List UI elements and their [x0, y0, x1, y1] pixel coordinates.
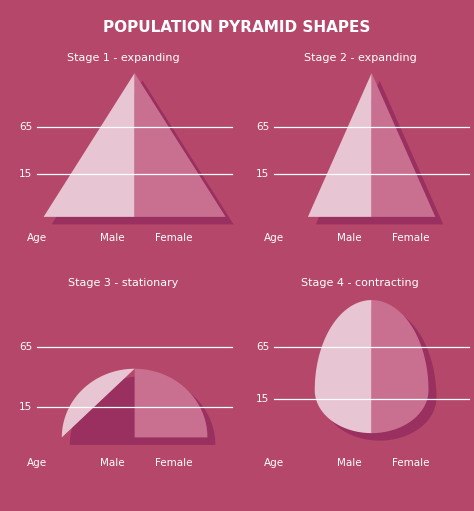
- Text: 65: 65: [19, 342, 32, 352]
- Text: 15: 15: [256, 169, 269, 179]
- Text: Age: Age: [264, 234, 284, 243]
- Text: Stage 1 - expanding: Stage 1 - expanding: [67, 53, 180, 63]
- Text: 65: 65: [256, 342, 269, 352]
- Text: Male: Male: [100, 458, 124, 468]
- Polygon shape: [44, 73, 135, 217]
- Text: Male: Male: [100, 234, 124, 243]
- Polygon shape: [62, 369, 135, 437]
- Text: Female: Female: [155, 458, 192, 468]
- Text: 65: 65: [256, 122, 269, 132]
- Text: Age: Age: [27, 458, 47, 468]
- Polygon shape: [70, 376, 215, 445]
- Text: POPULATION PYRAMID SHAPES: POPULATION PYRAMID SHAPES: [103, 20, 371, 35]
- Polygon shape: [372, 300, 428, 433]
- Text: Male: Male: [337, 234, 361, 243]
- Text: 15: 15: [256, 394, 269, 404]
- Text: Stage 2 - expanding: Stage 2 - expanding: [304, 53, 417, 63]
- Text: Female: Female: [155, 234, 192, 243]
- Text: Stage 4 - contracting: Stage 4 - contracting: [301, 278, 419, 288]
- Text: 15: 15: [19, 402, 32, 412]
- Text: Female: Female: [392, 234, 429, 243]
- Text: Male: Male: [337, 458, 361, 468]
- Polygon shape: [315, 300, 372, 433]
- Text: Age: Age: [264, 458, 284, 468]
- Polygon shape: [52, 81, 234, 224]
- Polygon shape: [323, 308, 437, 440]
- Polygon shape: [135, 73, 226, 217]
- Text: Stage 3 - stationary: Stage 3 - stationary: [68, 278, 178, 288]
- Text: 65: 65: [19, 122, 32, 132]
- Polygon shape: [316, 81, 443, 224]
- Text: Female: Female: [392, 458, 429, 468]
- Polygon shape: [372, 73, 435, 217]
- Polygon shape: [135, 369, 208, 437]
- Polygon shape: [308, 73, 372, 217]
- Text: 15: 15: [19, 169, 32, 179]
- Text: Age: Age: [27, 234, 47, 243]
